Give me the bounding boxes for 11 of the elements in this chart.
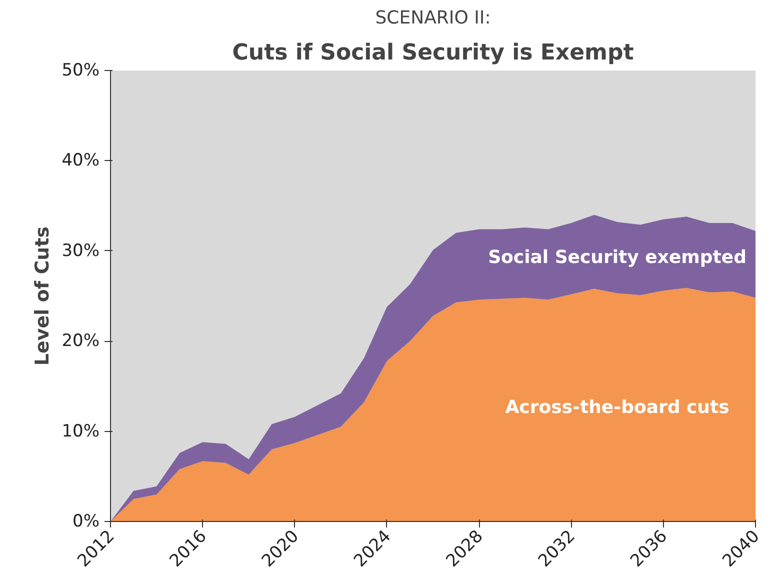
series-label: Social Security exempted: [488, 247, 747, 268]
y-tick-label: 30%: [62, 240, 100, 261]
y-tick-label: 20%: [62, 331, 100, 352]
y-axis-title: Level of Cuts: [32, 226, 54, 366]
y-tick-label: 10%: [62, 421, 100, 442]
y-tick-label: 0%: [72, 512, 100, 532]
y-tick-label: 40%: [62, 150, 100, 171]
chart-subtitle: SCENARIO II:: [375, 8, 491, 28]
series-label: Across-the-board cuts: [505, 396, 730, 418]
chart-title: Cuts if Social Security is Exempt: [232, 40, 634, 66]
y-tick-label: 50%: [62, 60, 100, 80]
